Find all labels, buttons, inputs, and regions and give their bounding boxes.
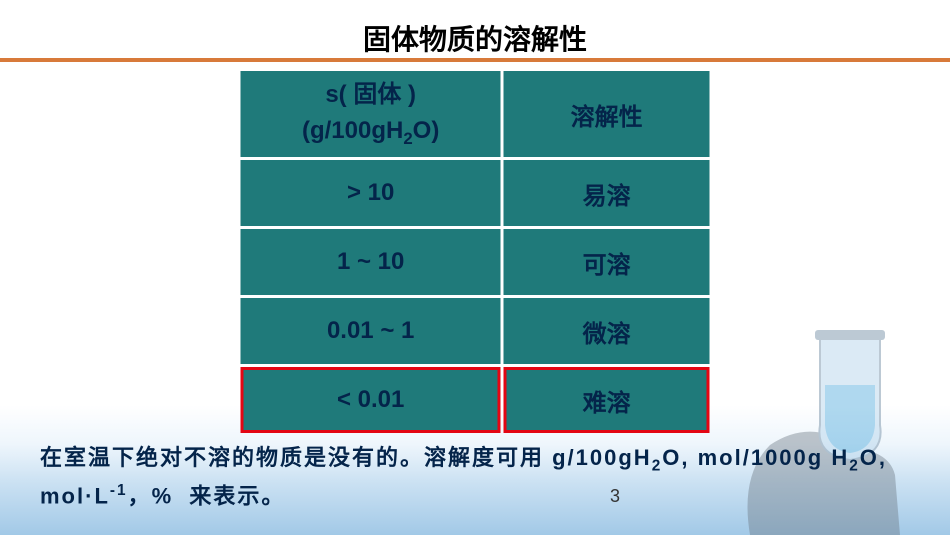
- accent-divider: [0, 58, 950, 62]
- table-row-highlighted: < 0.01 难溶: [241, 367, 710, 433]
- table-row: > 10 易溶: [241, 160, 710, 226]
- footer-note: 在室温下绝对不溶的物质是没有的。溶解度可用 g/100gH2O, mol/100…: [40, 441, 900, 513]
- table-header-row: s( 固体 )(g/100gH2O) 溶解性: [241, 71, 710, 157]
- cell-label: 易溶: [504, 160, 710, 226]
- table-row: 1 ~ 10 可溶: [241, 229, 710, 295]
- solubility-table: s( 固体 )(g/100gH2O) 溶解性 > 10 易溶 1 ~ 10 可溶…: [238, 68, 713, 436]
- header-col-solubility: 溶解性: [504, 71, 710, 157]
- table-row: 0.01 ~ 1 微溶: [241, 298, 710, 364]
- cell-range: > 10: [241, 160, 501, 226]
- page-number: 3: [610, 486, 620, 507]
- cell-range: < 0.01: [241, 367, 501, 433]
- cell-label: 微溶: [504, 298, 710, 364]
- cell-label: 可溶: [504, 229, 710, 295]
- cell-range: 1 ~ 10: [241, 229, 501, 295]
- header-col-range: s( 固体 )(g/100gH2O): [241, 71, 501, 157]
- cell-label: 难溶: [504, 367, 710, 433]
- cell-range: 0.01 ~ 1: [241, 298, 501, 364]
- slide-title: 固体物质的溶解性: [363, 18, 587, 58]
